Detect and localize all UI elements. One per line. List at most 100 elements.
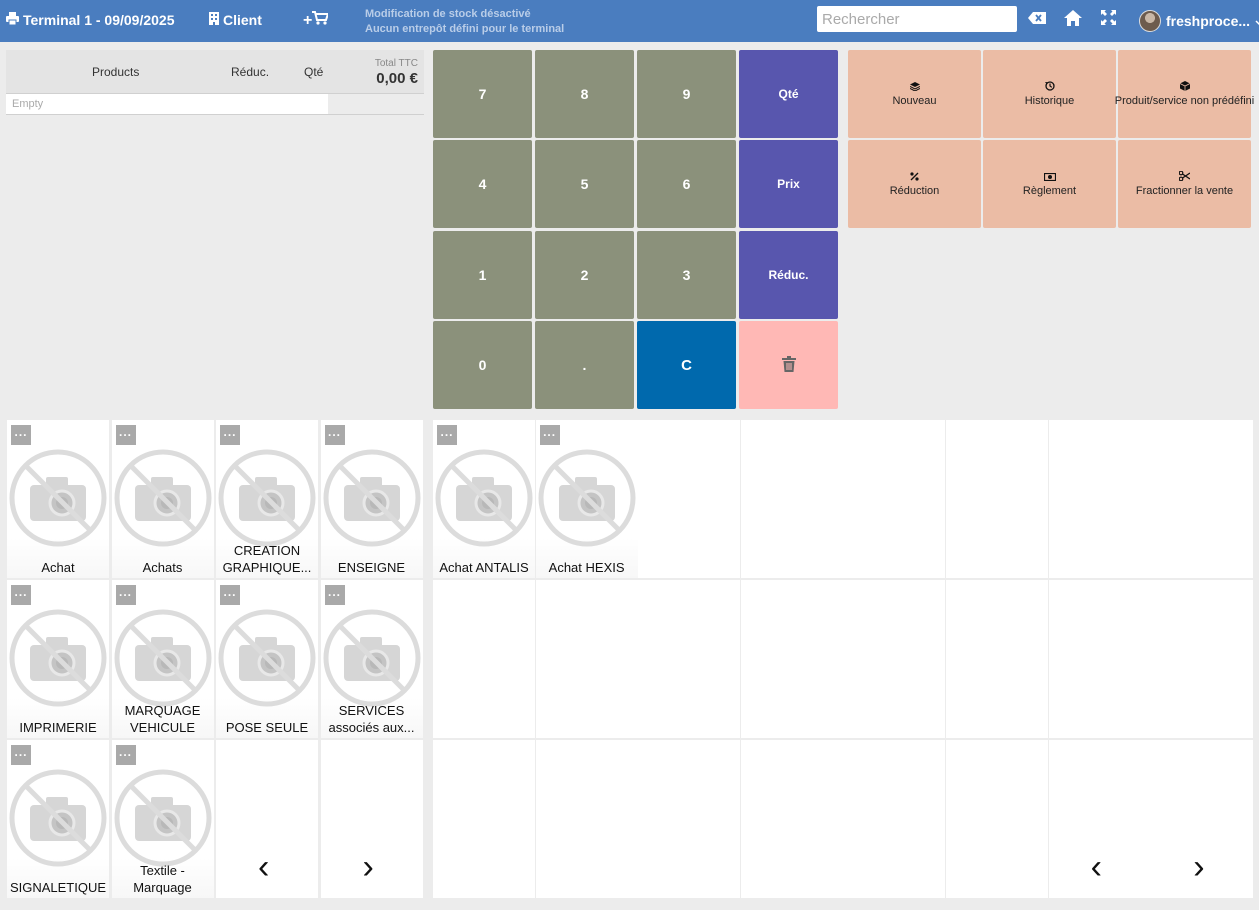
category-tile[interactable]: ... ENSEIGNE [320, 420, 423, 578]
key-5[interactable]: 5 [535, 140, 634, 228]
qty-mode-button[interactable]: Qté [739, 50, 838, 138]
category-tile[interactable]: ... POSE SEULE [216, 580, 318, 738]
new-sale-label: Nouveau [892, 94, 937, 107]
discount-label: Réduction [889, 184, 940, 197]
more-button[interactable]: ... [324, 585, 345, 605]
category-tile[interactable]: ... SERVICES associés aux... [320, 580, 423, 738]
history-button[interactable]: Historique [983, 50, 1116, 138]
more-button[interactable]: ... [539, 425, 560, 445]
free-product-label: Produit/service non prédéfini [1114, 95, 1255, 107]
delete-button[interactable] [739, 321, 838, 409]
category-tile[interactable]: ... IMPRIMERIE [7, 580, 109, 738]
more-button[interactable]: ... [11, 585, 31, 605]
price-mode-button[interactable]: Prix [739, 140, 838, 228]
more-button[interactable]: ... [11, 425, 31, 445]
more-button[interactable]: ... [220, 585, 240, 605]
category-tile[interactable]: ... Textile - Marquage [111, 740, 214, 898]
more-button[interactable]: ... [115, 745, 136, 765]
no-photo-icon [113, 768, 213, 868]
category-tile[interactable]: ... Achat [7, 420, 109, 578]
key-2[interactable]: 2 [535, 231, 634, 319]
no-photo-icon [8, 448, 108, 548]
no-photo-icon [8, 768, 108, 868]
empty-tile [535, 580, 638, 738]
category-label: Achats [142, 560, 183, 575]
total-label: Total TTC [374, 58, 418, 69]
chevron-down-icon [1255, 13, 1259, 29]
category-label: Textile - Marquage [133, 863, 192, 895]
no-photo-icon [537, 448, 637, 548]
payment-button[interactable]: Règlement [983, 140, 1116, 228]
empty-tile [535, 740, 638, 898]
empty-tile: ‹ [216, 740, 318, 898]
key-7[interactable]: 7 [433, 50, 532, 138]
user-menu[interactable]: freshproce... [1139, 10, 1259, 32]
more-button[interactable]: ... [11, 745, 31, 765]
category-label: MARQUAGE VEHICULE [124, 703, 201, 735]
product-label: Achat HEXIS [548, 560, 625, 575]
empty-tile [638, 580, 741, 738]
empty-tile [740, 420, 843, 578]
category-tile[interactable]: ... SIGNALETIQUE [7, 740, 109, 898]
fullscreen-button[interactable] [1098, 10, 1118, 30]
key-8[interactable]: 8 [535, 50, 634, 138]
new-sale-button[interactable]: Nouveau [848, 50, 981, 138]
home-icon [1064, 9, 1082, 31]
key-0[interactable]: 0 [433, 321, 532, 409]
category-label: IMPRIMERIE [19, 720, 97, 735]
client-button[interactable]: Client [209, 12, 262, 28]
category-tile[interactable]: ... CREATION GRAPHIQUE... [216, 420, 318, 578]
empty-tile [1048, 580, 1151, 738]
empty-tile [740, 740, 843, 898]
category-label: CREATION GRAPHIQUE... [222, 543, 312, 575]
expand-icon [1100, 10, 1116, 30]
clear-search-button[interactable] [1027, 11, 1047, 29]
ticket-empty-row: Empty [6, 94, 424, 115]
col-products: Products [92, 65, 140, 79]
printer-icon [6, 12, 19, 28]
key-3[interactable]: 3 [637, 231, 736, 319]
empty-tile [843, 740, 946, 898]
no-photo-icon [322, 608, 422, 708]
category-tile[interactable]: ... MARQUAGE VEHICULE [111, 580, 214, 738]
product-tile[interactable]: ... Achat HEXIS [535, 420, 638, 578]
product-prev-button[interactable]: ‹ [1090, 848, 1102, 886]
ticket-header: Products Réduc. Qté Total TTC 0,00 € [6, 50, 424, 94]
split-sale-button[interactable]: Fractionner la vente [1118, 140, 1251, 228]
add-cart-label: + [303, 11, 313, 29]
search-input[interactable] [817, 6, 1017, 32]
reduc-mode-button[interactable]: Réduc. [739, 231, 838, 319]
product-next-button[interactable]: › [1193, 848, 1205, 886]
key-4[interactable]: 4 [433, 140, 532, 228]
terminal-title[interactable]: Terminal 1 - 09/09/2025 [6, 12, 175, 28]
key-6[interactable]: 6 [637, 140, 736, 228]
category-tile[interactable]: ... Achats [111, 420, 214, 578]
key-9[interactable]: 9 [637, 50, 736, 138]
more-button[interactable]: ... [115, 425, 136, 445]
empty-tile [1151, 580, 1254, 738]
key-1[interactable]: 1 [433, 231, 532, 319]
no-photo-icon [8, 608, 108, 708]
percent-icon [910, 171, 919, 184]
clear-button[interactable]: C [637, 321, 736, 409]
category-label: POSE SEULE [225, 720, 309, 735]
category-next-button[interactable]: › [362, 848, 374, 886]
product-tile[interactable]: ... Achat ANTALIS [433, 420, 535, 578]
key-dot[interactable]: . [535, 321, 634, 409]
category-prev-button[interactable]: ‹ [258, 848, 270, 886]
stock-message-line1: Modification de stock désactivé [365, 8, 531, 20]
building-icon [209, 12, 219, 28]
add-cart-button[interactable]: + [303, 11, 330, 30]
col-reduc: Réduc. [231, 65, 270, 79]
more-button[interactable]: ... [220, 425, 240, 445]
avatar [1139, 10, 1161, 32]
split-sale-label: Fractionner la vente [1135, 185, 1234, 197]
empty-tile: › [320, 740, 423, 898]
more-button[interactable]: ... [115, 585, 136, 605]
more-button[interactable]: ... [437, 425, 457, 445]
more-button[interactable]: ... [324, 425, 345, 445]
empty-tile [638, 740, 741, 898]
discount-button[interactable]: Réduction [848, 140, 981, 228]
free-product-button[interactable]: Produit/service non prédéfini [1114, 50, 1255, 138]
home-button[interactable] [1063, 9, 1083, 31]
